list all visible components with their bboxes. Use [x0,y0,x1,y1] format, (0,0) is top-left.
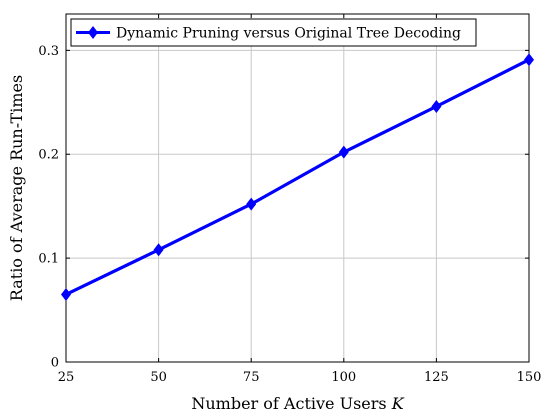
x-tick-label: 50 [150,370,167,385]
legend-entry-label: Dynamic Pruning versus Original Tree Dec… [116,26,461,42]
y-axis-label: Ratio of Average Run-Times [7,75,26,301]
legend-diamond-marker [88,26,98,39]
series-layer [61,53,534,301]
x-axis-label-variable: K [391,394,405,413]
legend: Dynamic Pruning versus Original Tree Dec… [70,18,477,47]
series-line [65,58,530,296]
legend-box [70,18,477,47]
x-tick-label: 100 [331,370,356,385]
grid-lines [66,14,529,362]
y-tick-label: 0.3 [38,44,59,59]
data-point-marker [338,145,349,159]
x-tick-label: 25 [58,370,75,385]
data-point-marker [246,197,257,211]
y-tick-label: 0 [51,356,59,371]
data-point-marker [431,99,442,113]
plot-frame [65,13,530,363]
x-tick-label: 125 [424,370,449,385]
data-point-marker [153,243,164,257]
y-tick-label: 0.1 [38,252,59,267]
data-point-marker [61,287,71,301]
x-tick-label: 150 [517,370,542,385]
x-axis-label-main: Number of Active Users [191,394,391,413]
x-tick-label: 75 [243,370,260,385]
axis-ticks: 25 50 75 100 125 150 0 0.1 0.2 0.3 [38,14,541,385]
x-axis-label: Number of Active Users K [191,394,404,413]
data-point-marker [524,53,534,67]
y-tick-label: 0.2 [38,148,59,163]
